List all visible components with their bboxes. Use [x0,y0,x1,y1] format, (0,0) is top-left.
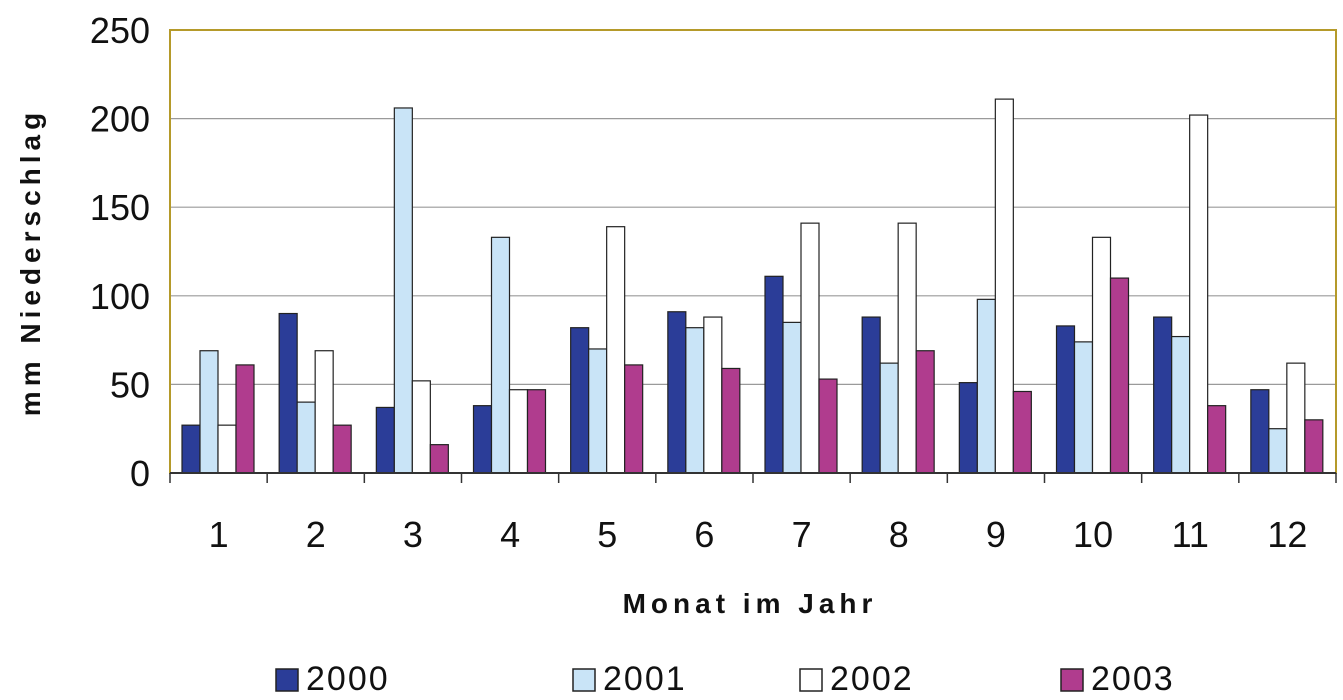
bar-2003-8 [915,350,935,474]
y-tick-label: 0 [130,453,150,494]
x-tick-label: 1 [209,514,229,555]
bar-2000-10 [1055,325,1076,474]
x-tick-label: 9 [986,514,1006,555]
legend-swatch-2002 [799,668,823,692]
bar-2000-5 [570,327,590,474]
x-tick-label: 4 [500,514,520,555]
bar-2000-4 [472,405,493,474]
bar-2000-7 [764,275,784,474]
bars [181,98,1324,474]
bar-2002-4 [508,389,529,474]
y-tick-label: 150 [90,187,150,228]
bar-2001-8 [879,362,899,474]
bar-2001-3 [393,107,413,474]
legend-label-2001: 2001 [603,660,687,698]
y-tick-label: 100 [90,276,150,317]
bar-2002-9 [994,98,1014,474]
bar-2003-6 [721,367,741,474]
x-tick-label: 8 [889,514,909,555]
bar-2001-5 [588,348,608,474]
legend: 2000 2001 2002 2003 [275,660,1175,698]
bar-2002-7 [800,222,820,474]
bar-2000-8 [861,316,881,474]
x-tick-label: 3 [403,514,423,555]
bar-2003-4 [526,389,547,474]
bar-2000-12 [1250,389,1270,474]
y-tick-label: 250 [90,10,150,51]
bar-2002-6 [703,316,723,474]
bar-2002-3 [411,380,431,474]
bar-2000-9 [958,382,978,474]
gridlines [170,117,1336,385]
x-tick-label: 6 [694,514,714,555]
legend-label-2003: 2003 [1091,660,1175,698]
bar-2000-1 [181,424,201,474]
bar-2001-6 [685,327,705,474]
bar-2001-1 [199,350,219,474]
bar-2002-5 [606,226,626,474]
bar-2003-2 [332,424,352,474]
y-tick-label: 50 [110,364,150,405]
y-axis-tick-labels: 0 50 100 150 200 250 [90,10,150,494]
x-tick-label: 2 [306,514,326,555]
x-tick-label: 12 [1267,514,1307,555]
bar-2003-3 [429,444,449,474]
y-tick-label: 200 [90,99,150,140]
y-axis-title: mm Niederschlag [15,108,46,416]
bar-2001-10 [1073,341,1094,474]
bar-2000-6 [667,311,687,474]
x-axis-tick-labels: 1 2 3 4 5 6 7 8 9 10 11 12 [209,514,1308,555]
bar-2003-7 [818,378,838,474]
bar-2001-2 [296,401,316,474]
x-tick-label: 5 [597,514,617,555]
bar-2003-11 [1207,405,1227,474]
bar-2001-7 [782,321,802,474]
x-tick-label: 10 [1073,514,1113,555]
legend-swatch-2000 [275,668,299,692]
x-axis-ticks [169,473,1337,483]
bar-2000-11 [1153,316,1173,474]
legend-swatch-2001 [572,668,596,692]
legend-label-2002: 2002 [830,660,914,698]
bar-2001-4 [490,236,511,474]
bar-2002-11 [1189,114,1209,474]
bar-2001-11 [1171,335,1191,474]
bar-2002-1 [217,424,237,474]
legend-swatch-2003 [1060,668,1084,692]
bar-2003-1 [235,364,255,474]
bar-2001-9 [976,298,996,474]
bar-2002-2 [314,350,334,474]
bar-2003-12 [1304,419,1324,474]
bar-2003-9 [1012,390,1032,474]
bar-2003-5 [624,364,644,474]
x-tick-label: 7 [792,514,812,555]
x-axis-title: Monat im Jahr [623,588,878,619]
bar-2001-12 [1268,428,1288,474]
bar-2000-3 [375,406,395,474]
bar-2002-10 [1091,236,1112,474]
bar-2003-10 [1109,277,1130,474]
bar-2002-8 [897,222,917,474]
bar-2000-2 [278,312,298,474]
x-tick-label: 11 [1172,514,1209,555]
bar-2002-12 [1286,362,1306,474]
legend-label-2000: 2000 [306,660,390,698]
